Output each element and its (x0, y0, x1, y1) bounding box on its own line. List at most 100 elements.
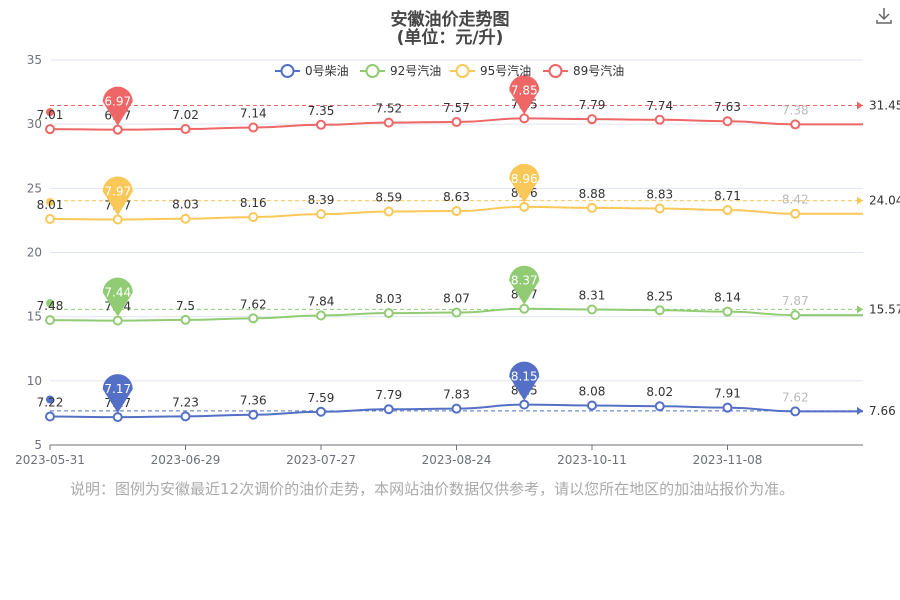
data-label: 7.87 (782, 294, 809, 308)
min-pin-label: 7.17 (104, 382, 131, 396)
min-pin: 6.97 (102, 86, 133, 126)
max-pin-label: 8.15 (511, 370, 538, 384)
data-label: 7.62 (782, 390, 809, 404)
series-line (49, 117, 863, 131)
data-point (587, 304, 597, 315)
avg-arrow (857, 305, 863, 314)
data-point (451, 206, 462, 217)
data-point (451, 307, 462, 318)
x-tick-label: 2023-11-08 (693, 453, 763, 467)
data-label: 8.14 (714, 291, 741, 305)
max-pin-label: 7.85 (511, 83, 538, 97)
data-point (790, 406, 801, 417)
max-pin-label: 8.96 (511, 172, 538, 186)
avg-arrow (857, 101, 863, 110)
legend-marker (365, 64, 380, 78)
data-point (790, 310, 801, 321)
max-pin: 8.96 (509, 163, 540, 203)
avg-label: 15.57 (869, 302, 900, 316)
data-label: 7.57 (443, 101, 470, 115)
avg-label: 24.04 (869, 194, 900, 208)
data-label: 8.16 (240, 196, 267, 210)
min-pin: 7.17 (102, 374, 133, 414)
data-point (654, 305, 665, 316)
page-title: 安徽油价走势图 (390, 10, 510, 30)
data-point (248, 313, 259, 324)
data-point (383, 404, 394, 415)
data-point (654, 114, 665, 125)
y-tick-label: 20 (27, 246, 42, 260)
data-label: 7.84 (308, 295, 335, 309)
min-pin-label: 7.97 (104, 185, 131, 199)
page-subtitle: (单位：元/升) (396, 28, 504, 48)
data-point (790, 119, 801, 130)
min-pin-shape (102, 176, 133, 216)
data-point (519, 303, 530, 314)
series-1: 15.57 7.48 7.44 7.5 7.62 7.84 8.03 8.07 8.37 8.31… (37, 265, 900, 326)
data-label: 8.83 (646, 187, 673, 201)
legend-marker (455, 64, 470, 78)
data-point (587, 400, 597, 411)
data-label: 8.31 (579, 288, 606, 302)
data-point (45, 214, 55, 225)
legend-label: 0号柴油 (305, 64, 349, 78)
min-pin: 7.97 (102, 176, 133, 216)
data-point (722, 116, 733, 127)
download-icon[interactable] (874, 6, 894, 26)
min-pin: 7.44 (102, 277, 133, 317)
data-point (722, 306, 733, 317)
data-label: 7.59 (308, 391, 335, 405)
data-label: 7.38 (782, 103, 809, 117)
data-label: 7.02 (172, 108, 199, 122)
data-point (180, 411, 191, 422)
data-point (45, 411, 55, 422)
data-label: 8.01 (37, 198, 64, 212)
max-pin-shape (509, 265, 540, 305)
data-label: 7.23 (172, 395, 199, 409)
legend-marker (548, 64, 563, 78)
y-tick-label: 25 (27, 181, 42, 195)
avg-arrow (857, 196, 863, 205)
y-tick-label: 30 (27, 117, 42, 131)
max-pin-shape (509, 163, 540, 203)
data-label: 8.07 (443, 292, 470, 306)
x-tick-label: 2023-07-27 (286, 453, 356, 467)
data-label: 8.59 (375, 191, 402, 205)
data-point (722, 402, 733, 413)
data-label: 7.62 (240, 297, 267, 311)
series-0: 7.66 7.22 7.17 7.23 7.36 7.59 7.79 7.83 8.15 8.08… (37, 361, 896, 423)
data-point (587, 114, 597, 125)
max-pin-shape (509, 75, 540, 115)
data-label: 7.79 (375, 388, 402, 402)
min-pin-shape (102, 374, 133, 414)
max-pin: 8.37 (509, 265, 540, 305)
avg-label: 7.66 (869, 404, 896, 418)
series-3: 31.45 7.01 6.97 7.02 7.14 7.35 7.52 7.57 7.85 7.7… (37, 75, 900, 135)
data-label: 7.52 (375, 102, 402, 116)
data-point (383, 308, 394, 319)
data-point (654, 401, 665, 412)
data-point (112, 214, 123, 225)
first-marker (46, 108, 54, 117)
y-tick-label: 10 (27, 374, 42, 388)
data-point (519, 399, 530, 410)
legend-marker (280, 64, 295, 78)
series-line (49, 307, 863, 322)
x-tick-label: 2023-10-11 (557, 453, 627, 467)
first-marker (46, 395, 54, 404)
data-point (316, 119, 326, 130)
y-tick-label: 15 (27, 310, 42, 324)
avg-arrow (857, 406, 863, 415)
first-marker (46, 299, 54, 308)
data-label: 7.01 (37, 108, 64, 122)
legend-item-3: 89号汽油 (543, 63, 624, 78)
data-point (180, 314, 191, 325)
max-pin-shape (509, 361, 540, 401)
legend-item-2: 95号汽油 (450, 63, 531, 78)
data-label: 8.88 (579, 187, 606, 201)
data-label: 7.48 (37, 299, 64, 313)
legend-label: 92号汽油 (390, 63, 441, 78)
legend-label: 95号汽油 (480, 63, 531, 78)
data-label: 7.36 (240, 394, 267, 408)
